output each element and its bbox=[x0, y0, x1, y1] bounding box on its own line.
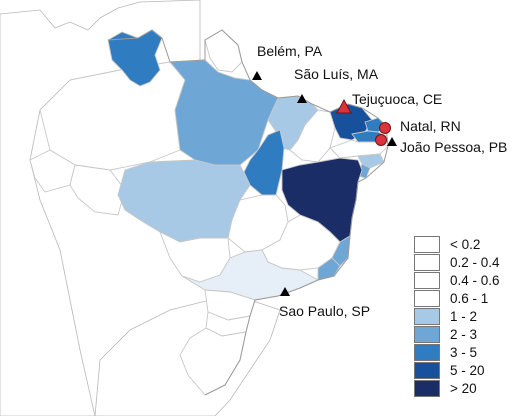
legend-label: 0.4 - 0.6 bbox=[450, 273, 500, 288]
belem-marker-icon bbox=[252, 71, 262, 80]
belem-label: Belém, PA bbox=[257, 43, 323, 59]
sao-luis-marker-icon bbox=[297, 94, 307, 103]
legend-swatch bbox=[414, 272, 440, 289]
city-sao-luis: São Luís, MA bbox=[294, 66, 379, 103]
city-belem: Belém, PA bbox=[252, 43, 323, 80]
legend-item: 3 - 5 bbox=[414, 344, 490, 362]
city-markers: Belém, PA São Luís, MA Tejuçuoca, CE Nat… bbox=[252, 43, 507, 319]
legend-label: 2 - 3 bbox=[450, 327, 478, 342]
state-alagoas bbox=[357, 153, 385, 169]
legend-item: 2 - 3 bbox=[414, 326, 490, 344]
legend-swatch bbox=[414, 362, 440, 379]
legend-swatch bbox=[414, 344, 440, 361]
legend-label: > 20 bbox=[450, 381, 477, 396]
legend-label: 5 - 20 bbox=[450, 363, 485, 378]
legend-item: 1 - 2 bbox=[414, 308, 490, 326]
natal-label: Natal, RN bbox=[400, 118, 461, 134]
legend-item: 5 - 20 bbox=[414, 362, 490, 380]
city-joao-pessoa: João Pessoa, PB bbox=[375, 134, 507, 155]
state-ms bbox=[159, 231, 231, 283]
legend-swatch bbox=[414, 236, 440, 253]
legend-item: 0.4 - 0.6 bbox=[414, 272, 500, 290]
joao-pessoa-red-dot-icon bbox=[375, 134, 387, 146]
legend-item: 0.2 - 0.4 bbox=[414, 254, 500, 272]
legend-swatch bbox=[414, 308, 440, 325]
legend-label: 0.6 - 1 bbox=[450, 291, 489, 306]
states bbox=[29, 29, 389, 396]
legend-label: 3 - 5 bbox=[450, 345, 478, 360]
legend-item: > 20 bbox=[414, 380, 490, 398]
legend-swatch bbox=[414, 326, 440, 343]
sao-luis-label: São Luís, MA bbox=[294, 66, 379, 82]
legend-label: 1 - 2 bbox=[450, 309, 478, 324]
tejucuoca-marker-icon bbox=[336, 98, 352, 114]
legend-swatch bbox=[414, 254, 440, 271]
joao-pessoa-marker-icon bbox=[387, 137, 397, 146]
sao-paulo-marker-icon bbox=[280, 287, 290, 296]
city-sao-paulo: Sao Paulo, SP bbox=[279, 287, 370, 319]
legend-swatch bbox=[414, 380, 440, 397]
legend-label: 0.2 - 0.4 bbox=[450, 255, 500, 270]
natal-marker-icon bbox=[379, 122, 391, 134]
legend-item: < 0.2 bbox=[414, 236, 490, 254]
joao-pessoa-label: João Pessoa, PB bbox=[400, 139, 507, 155]
legend-swatch bbox=[414, 290, 440, 307]
sao-paulo-label: Sao Paulo, SP bbox=[279, 303, 370, 319]
city-tejucuoca: Tejuçuoca, CE bbox=[336, 91, 442, 114]
map-legend: < 0.2 0.2 - 0.4 0.4 - 0.6 0.6 - 1 1 - 2 2 - 3… bbox=[414, 236, 500, 398]
state-rondonia bbox=[69, 164, 126, 216]
state-para bbox=[169, 59, 279, 166]
city-natal: Natal, RN bbox=[379, 118, 461, 134]
tejucuoca-label: Tejuçuoca, CE bbox=[352, 91, 442, 107]
legend-item: 0.6 - 1 bbox=[414, 290, 490, 308]
state-rj bbox=[317, 257, 341, 281]
state-es bbox=[331, 235, 351, 267]
legend-label: < 0.2 bbox=[450, 237, 481, 252]
